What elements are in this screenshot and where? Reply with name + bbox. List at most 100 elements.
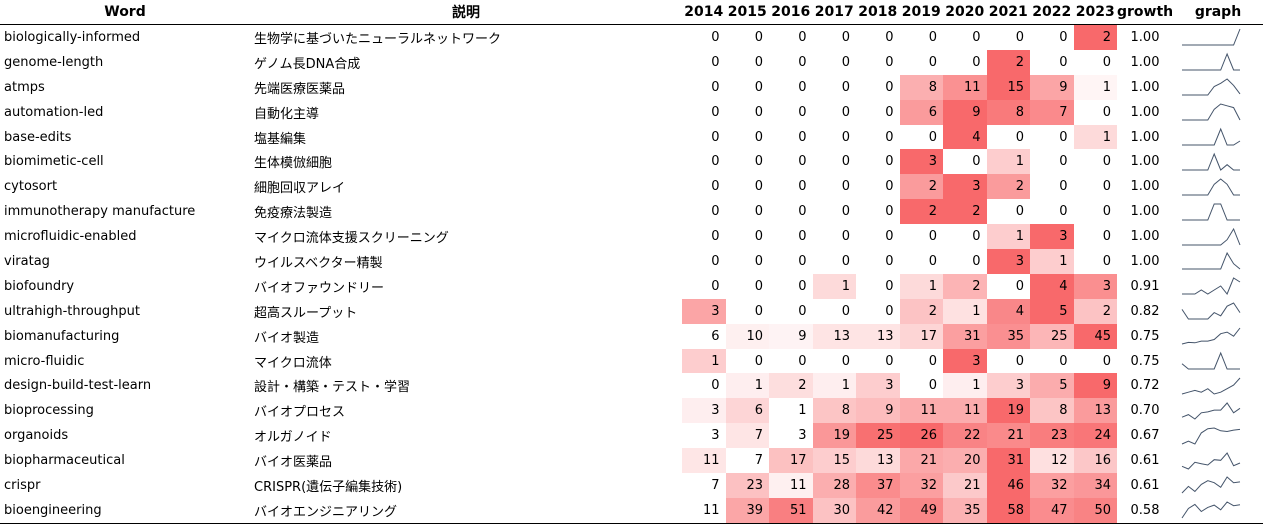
column-header: Word <box>0 0 250 25</box>
count-cell: 0 <box>856 74 900 100</box>
sparkline-line <box>1181 327 1241 345</box>
description-cell: 免疫療法製造 <box>254 206 333 222</box>
count-cell: 4 <box>1030 273 1074 299</box>
count-cell: 21 <box>943 473 987 498</box>
count-cell: 31 <box>986 448 1030 474</box>
sparkline <box>1182 277 1241 296</box>
graph-cell <box>1173 423 1263 448</box>
count-cell: 0 <box>856 174 900 200</box>
count-cell: 1 <box>943 298 987 324</box>
count-cell: 0 <box>1073 348 1117 374</box>
count-cell: 0 <box>899 373 943 399</box>
count-cell: 25 <box>1030 323 1074 349</box>
column-header: 2022 <box>1030 0 1074 25</box>
word-cell: design-build-test-learn <box>4 378 152 394</box>
count-cell: 0 <box>1073 199 1117 225</box>
count-cell: 0 <box>899 224 943 250</box>
count-cell: 0 <box>856 49 900 75</box>
count-cell: 0 <box>1030 199 1074 225</box>
count-cell: 0 <box>856 249 900 274</box>
count-cell: 0 <box>943 24 987 50</box>
count-cell: 31 <box>943 323 987 349</box>
growth-cell: 0.82 <box>1130 303 1160 319</box>
count-cell: 3 <box>899 149 943 175</box>
count-cell: 11 <box>943 74 987 100</box>
sparkline-line <box>1181 427 1241 445</box>
table-row: bioengineering バイオエンジニアリング 11 39 51 30 42 49 35 5… <box>0 497 1263 524</box>
count-cell: 19 <box>986 398 1030 424</box>
growth-cell: 1.00 <box>1130 204 1160 220</box>
count-cell: 0 <box>1030 348 1074 374</box>
word-cell: biopharmaceutical <box>4 453 125 469</box>
word-cell: base-edits <box>4 129 72 145</box>
count-cell: 3 <box>943 174 987 200</box>
count-cell: 35 <box>943 497 987 524</box>
count-cell: 0 <box>682 24 726 50</box>
count-cell: 0 <box>769 99 813 125</box>
count-cell: 0 <box>725 298 769 324</box>
word-cell: biologically-informed <box>4 29 141 45</box>
table-row: biopharmaceutical バイオ医薬品 11 7 17 15 13 21 20 31 12… <box>0 448 1263 474</box>
description-cell: バイオエンジニアリング <box>250 497 682 524</box>
count-cell: 0 <box>769 199 813 225</box>
growth-cell: 1.00 <box>1130 104 1160 120</box>
sparkline <box>1181 451 1241 470</box>
description-cell: ウイルスベクター精製 <box>254 255 383 271</box>
growth-cell: 0.70 <box>1130 403 1160 419</box>
graph-cell <box>1173 299 1263 324</box>
count-cell: 1 <box>986 224 1030 250</box>
growth-cell: 0.72 <box>1130 378 1160 394</box>
count-cell: 0 <box>812 298 856 324</box>
graph-cell <box>1173 497 1263 524</box>
count-cell: 17 <box>899 323 943 349</box>
growth-cell: 1.00 <box>1130 129 1160 145</box>
table-row: microfluidic-enabled マイクロ流体支援スクリーニング 0 0 0 0 0… <box>0 224 1263 250</box>
count-cell: 50 <box>1073 497 1117 524</box>
sparkline-line <box>1181 351 1240 370</box>
count-cell: 2 <box>1073 24 1117 50</box>
count-cell: 0 <box>986 348 1030 374</box>
count-cell: 1 <box>986 149 1030 175</box>
count-cell: 0 <box>682 199 726 225</box>
table-row: cytosort 細胞回収アレイ 0 0 0 0 0 2 3 2 0 0 1.00 <box>0 174 1263 200</box>
count-cell: 3 <box>986 249 1030 274</box>
count-cell: 32 <box>1030 473 1074 498</box>
word-cell: organoids <box>4 428 69 444</box>
count-cell: 0 <box>943 49 987 75</box>
sparkline-line <box>1182 252 1241 270</box>
count-cell: 5 <box>1030 298 1074 324</box>
count-cell: 0 <box>812 224 856 250</box>
count-cell: 32 <box>899 473 943 498</box>
description-cell: 設計・構築・テスト・学習 <box>254 380 411 396</box>
count-cell: 2 <box>943 273 987 299</box>
count-cell: 0 <box>899 348 943 374</box>
sparkline-line <box>1182 103 1241 121</box>
count-cell: 3 <box>682 298 726 324</box>
growth-cell: 1.00 <box>1130 229 1160 245</box>
count-cell: 0 <box>943 224 987 250</box>
count-cell: 0 <box>769 348 813 374</box>
count-cell: 0 <box>769 273 813 299</box>
graph-cell <box>1173 473 1263 498</box>
count-cell: 0 <box>769 249 813 274</box>
count-cell: 0 <box>812 174 856 200</box>
count-cell: 28 <box>812 473 856 498</box>
count-cell: 23 <box>725 473 769 498</box>
count-cell: 13 <box>856 448 900 474</box>
count-cell: 19 <box>812 423 856 449</box>
count-cell: 0 <box>682 273 726 299</box>
graph-cell <box>1173 25 1263 50</box>
description-cell: 先端医療医薬品 <box>254 81 346 97</box>
count-cell: 0 <box>725 74 769 100</box>
description-cell: ゲノム長DNA合成 <box>254 56 361 72</box>
count-cell: 0 <box>812 249 856 274</box>
count-cell: 3 <box>856 373 900 399</box>
growth-cell: 0.75 <box>1130 328 1160 344</box>
word-cell: microfluidic-enabled <box>4 229 137 245</box>
count-cell: 0 <box>812 24 856 50</box>
growth-cell: 0.58 <box>1117 497 1173 524</box>
count-cell: 0 <box>812 49 856 75</box>
count-cell: 0 <box>682 249 726 274</box>
graph-cell <box>1173 75 1263 100</box>
count-cell: 0 <box>986 124 1030 150</box>
